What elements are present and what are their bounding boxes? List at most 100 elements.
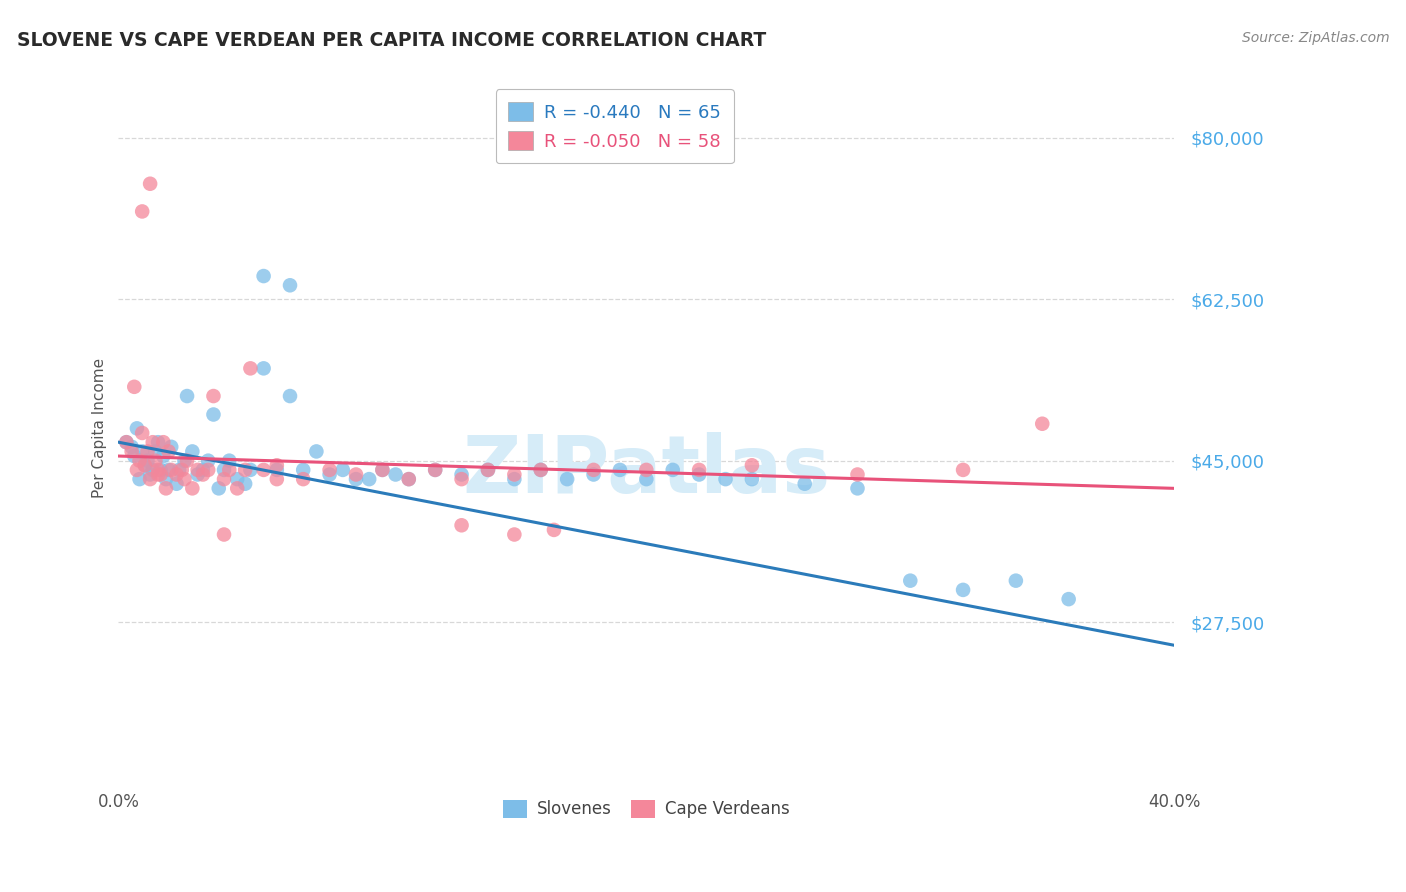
Point xyxy=(530,463,553,477)
Point xyxy=(398,472,420,486)
Point xyxy=(503,467,526,482)
Point xyxy=(1057,592,1080,607)
Point xyxy=(125,463,148,477)
Point xyxy=(146,467,169,482)
Point xyxy=(136,444,159,458)
Point xyxy=(661,463,683,477)
Point xyxy=(359,472,381,486)
Point xyxy=(128,472,150,486)
Point xyxy=(252,268,274,283)
Point xyxy=(131,444,153,458)
Point xyxy=(425,463,447,477)
Point xyxy=(1005,574,1028,588)
Point xyxy=(146,463,169,477)
Point xyxy=(173,453,195,467)
Point xyxy=(152,449,174,463)
Point xyxy=(952,582,974,597)
Point xyxy=(266,458,288,473)
Point xyxy=(166,467,188,482)
Point xyxy=(176,453,198,467)
Point xyxy=(741,458,763,473)
Point xyxy=(187,463,209,477)
Point xyxy=(191,463,214,477)
Point xyxy=(252,361,274,376)
Point xyxy=(233,476,256,491)
Point xyxy=(582,463,605,477)
Point xyxy=(160,463,183,477)
Point xyxy=(318,467,340,482)
Point xyxy=(125,421,148,435)
Point xyxy=(139,472,162,486)
Point xyxy=(212,472,235,486)
Point xyxy=(181,481,204,495)
Point xyxy=(292,463,315,477)
Point xyxy=(555,472,578,486)
Point xyxy=(218,453,240,467)
Text: ZIPatlas: ZIPatlas xyxy=(463,432,831,510)
Point xyxy=(149,467,172,482)
Point xyxy=(305,444,328,458)
Point xyxy=(636,472,658,486)
Point xyxy=(636,463,658,477)
Point xyxy=(145,453,167,467)
Point xyxy=(166,476,188,491)
Point xyxy=(266,463,288,477)
Point xyxy=(233,463,256,477)
Point xyxy=(266,472,288,486)
Point xyxy=(167,463,190,477)
Point xyxy=(477,463,499,477)
Point xyxy=(124,380,146,394)
Point xyxy=(226,481,249,495)
Point xyxy=(1031,417,1053,431)
Point xyxy=(846,481,869,495)
Point xyxy=(115,435,138,450)
Point xyxy=(543,523,565,537)
Point xyxy=(160,440,183,454)
Point xyxy=(212,463,235,477)
Legend: Slovenes, Cape Verdeans: Slovenes, Cape Verdeans xyxy=(496,793,796,825)
Point xyxy=(371,463,394,477)
Point xyxy=(170,463,193,477)
Text: SLOVENE VS CAPE VERDEAN PER CAPITA INCOME CORRELATION CHART: SLOVENE VS CAPE VERDEAN PER CAPITA INCOM… xyxy=(17,31,766,50)
Point xyxy=(202,389,225,403)
Point xyxy=(155,481,177,495)
Point xyxy=(124,449,146,463)
Point xyxy=(136,453,159,467)
Point xyxy=(208,481,231,495)
Point xyxy=(793,476,815,491)
Point xyxy=(149,463,172,477)
Point xyxy=(503,527,526,541)
Point xyxy=(187,467,209,482)
Point xyxy=(173,472,195,486)
Point xyxy=(121,440,143,454)
Point xyxy=(741,472,763,486)
Point xyxy=(134,458,156,473)
Point xyxy=(530,463,553,477)
Point xyxy=(152,435,174,450)
Point xyxy=(332,463,354,477)
Point xyxy=(898,574,921,588)
Point xyxy=(450,467,472,482)
Point xyxy=(344,472,367,486)
Point xyxy=(477,463,499,477)
Point xyxy=(218,463,240,477)
Point xyxy=(197,463,219,477)
Point xyxy=(239,361,262,376)
Point xyxy=(318,463,340,477)
Point xyxy=(191,467,214,482)
Point xyxy=(142,435,165,450)
Point xyxy=(344,467,367,482)
Y-axis label: Per Capita Income: Per Capita Income xyxy=(93,359,107,499)
Point xyxy=(398,472,420,486)
Point xyxy=(145,444,167,458)
Point xyxy=(131,204,153,219)
Point xyxy=(176,389,198,403)
Text: Source: ZipAtlas.com: Source: ZipAtlas.com xyxy=(1241,31,1389,45)
Point xyxy=(384,467,406,482)
Point xyxy=(139,467,162,482)
Point xyxy=(846,467,869,482)
Point xyxy=(450,518,472,533)
Point xyxy=(157,463,180,477)
Point xyxy=(503,472,526,486)
Point xyxy=(155,472,177,486)
